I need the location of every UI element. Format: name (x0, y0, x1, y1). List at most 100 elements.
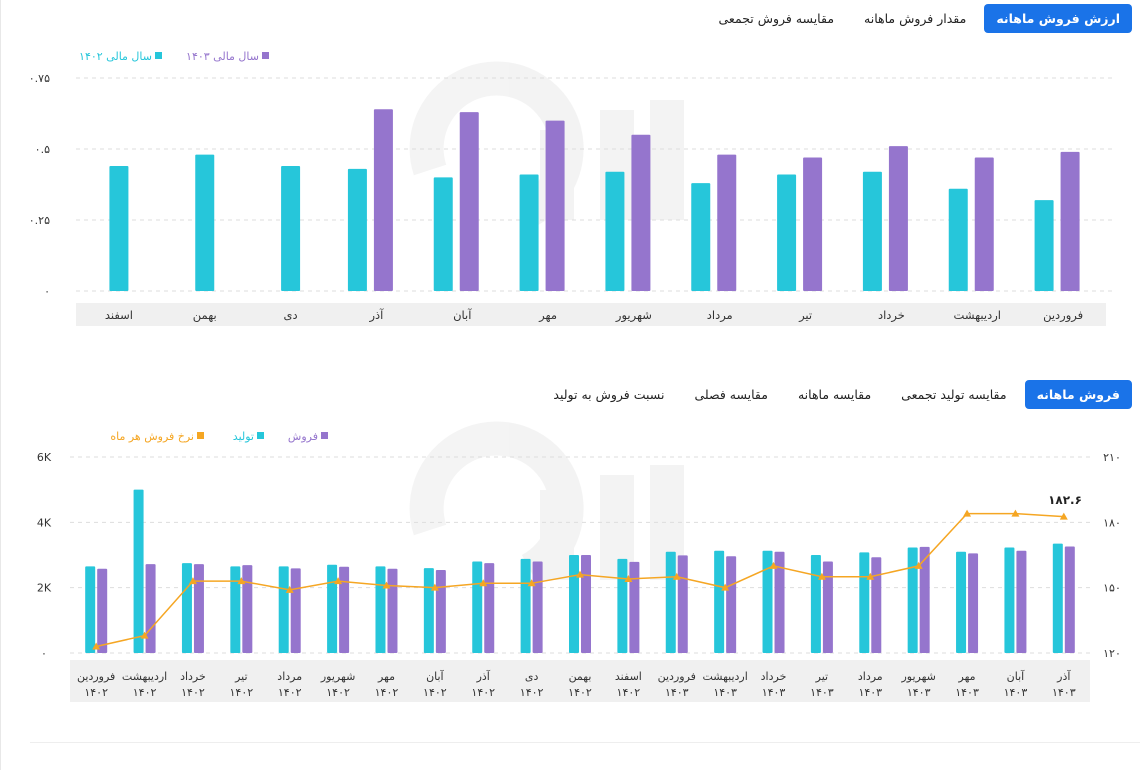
tab-cumulative-sales-comparison[interactable]: مقایسه فروش تجمعی (718, 11, 835, 26)
x-tick-label-year: ۱۴۰۲ (423, 686, 447, 699)
sales-rate-point (334, 577, 343, 585)
bar-production (423, 568, 434, 653)
tab-monthly-sales[interactable]: فروش ماهانه (1024, 380, 1132, 409)
tab-sales-to-production-ratio[interactable]: نسبت فروش به تولید (553, 387, 665, 402)
annotation-last-rate: ۱۸۲.۶ (1048, 493, 1082, 507)
tab-cumulative-production-comparison[interactable]: مقایسه تولید تجمعی (901, 387, 1007, 402)
x-tick-label: تیر (798, 308, 812, 323)
x-tick-label-year: ۱۴۰۲ (278, 686, 302, 699)
x-tick-label-year: ۱۴۰۲ (375, 686, 399, 699)
x-tick-label-year: ۱۴۰۲ (133, 686, 157, 699)
bar-production (1004, 547, 1015, 653)
bar-sales (242, 565, 253, 653)
bar-sales (435, 570, 446, 653)
bar-1402 (433, 177, 453, 291)
y-tick-label: ۰.۷۵ (29, 72, 50, 85)
x-tick-label-year: ۱۴۰۳ (810, 686, 834, 699)
x-tick-label: آذر (368, 308, 384, 323)
bar-1402 (519, 174, 539, 291)
bar-production (956, 551, 967, 653)
x-tick-label-month: مهر (958, 670, 976, 683)
x-tick-label-year: ۱۴۰۳ (665, 686, 689, 699)
bar-sales (774, 551, 785, 653)
x-tick-label-month: آذر (476, 669, 491, 683)
x-tick-label: اردیبهشت (954, 308, 1001, 323)
x-tick-label: مرداد (707, 308, 733, 323)
sales-rate-point (866, 572, 875, 580)
bar-sales (193, 564, 204, 653)
sales-rate-point (382, 581, 391, 589)
x-tick-label-year: ۱۴۰۳ (955, 686, 979, 699)
bar-sales (968, 553, 979, 653)
legend-label-1403[interactable]: سال مالی ۱۴۰۳ (186, 50, 259, 63)
x-tick-label-year: ۱۴۰۲ (84, 686, 108, 699)
bar-production (278, 566, 289, 653)
tab-monthly-comparison[interactable]: مقایسه ماهانه (797, 387, 872, 402)
bar-sales (1064, 546, 1075, 653)
tab-monthly-sales-value[interactable]: ارزش فروش ماهانه (984, 4, 1132, 33)
x-tick-label-month: اردیبهشت (122, 670, 167, 683)
sales-rate-point (963, 509, 972, 517)
legend-label-sales[interactable]: فروش (288, 430, 318, 443)
x-tick-label-month: دی (525, 670, 539, 683)
x-tick-label: خرداد (878, 308, 905, 323)
x-tick-label-month: بهمن (569, 670, 592, 683)
bar-1402 (195, 154, 215, 291)
x-tick-label-year: ۱۴۰۲ (568, 686, 592, 699)
x-tick-label: اسفند (105, 308, 133, 322)
bar-1403 (545, 120, 565, 291)
bar-production (181, 563, 192, 653)
bar-1403 (373, 109, 393, 292)
chart-monthly-sales-production: ۰ 2K 4K 6K ۱۲۰ ۱۵۰ ۱۸۰ ۲۱۰ فروردین ۱۴۰۲ اردیبهشت… (37, 421, 1121, 702)
legend-label-sales-rate[interactable]: نرخ فروش هر ماه (110, 430, 194, 443)
sales-rate-point (430, 583, 439, 591)
bar-production (133, 489, 144, 653)
bar-production (1052, 543, 1063, 653)
bar-sales (387, 568, 398, 653)
legend-label-1402[interactable]: سال مالی ۱۴۰۲ (79, 50, 152, 63)
bar-1402 (777, 174, 797, 291)
tab-seasonal-comparison[interactable]: مقایسه فصلی (694, 387, 768, 402)
x-tick-label-month: اردیبهشت (702, 670, 747, 683)
tab-monthly-sales-quantity[interactable]: مقدار فروش ماهانه (864, 11, 967, 26)
bar-production (617, 558, 628, 653)
x-tick-label-month: فروردین (658, 670, 696, 683)
bar-1402 (862, 171, 882, 291)
x-tick-label-year: ۱۴۰۳ (1004, 686, 1028, 699)
bar-sales (726, 556, 737, 653)
y-axis: ۰ ۰.۲۵ ۰.۵ ۰.۷۵ (29, 72, 50, 298)
bottom-tabs: نسبت فروش به تولید مقایسه فصلی مقایسه ما… (541, 380, 1132, 409)
bar-sales (532, 561, 543, 653)
x-tick-label-month: شهریور (900, 670, 935, 683)
legend-label-production[interactable]: تولید (233, 430, 254, 443)
legend-swatch-sales (321, 432, 328, 439)
sales-rate-point (1059, 512, 1068, 520)
bar-sales (629, 561, 640, 653)
x-tick-label-month: تیر (815, 670, 828, 683)
chart-monthly-sales-value: ۰ ۰.۲۵ ۰.۵ ۰.۷۵ فروردین اردیبهشت خرداد تیر مردا… (29, 50, 1116, 326)
bar-1402 (948, 188, 968, 291)
x-axis-band (70, 660, 1090, 702)
x-tick-label-year: ۱۴۰۳ (762, 686, 786, 699)
x-tick-label-year: ۱۴۰۲ (520, 686, 544, 699)
grid (76, 77, 1116, 292)
bar-sales (484, 563, 495, 653)
x-tick-label-year: ۱۴۰۳ (713, 686, 737, 699)
sales-rate-point (237, 577, 246, 585)
bar-production (230, 566, 241, 653)
bar-1403 (459, 112, 479, 291)
bar-1402 (1034, 200, 1054, 291)
x-axis-band (76, 303, 1106, 326)
x-tick-label: آبان (453, 308, 472, 322)
y-tick-label: ۰.۵ (35, 143, 50, 156)
top-tabs: مقایسه فروش تجمعی مقدار فروش ماهانه ارزش… (707, 4, 1132, 33)
y-left-tick-label: ۰ (41, 647, 47, 660)
sales-rate-point (576, 570, 584, 578)
bar-1403 (631, 134, 651, 291)
sales-rate-point (721, 583, 730, 591)
bar-production (859, 552, 870, 653)
y-left-tick-label: 2K (37, 582, 52, 595)
x-tick-label: دی (284, 308, 298, 322)
bar-1402 (109, 166, 129, 291)
x-tick-label-month: فروردین (77, 670, 115, 683)
